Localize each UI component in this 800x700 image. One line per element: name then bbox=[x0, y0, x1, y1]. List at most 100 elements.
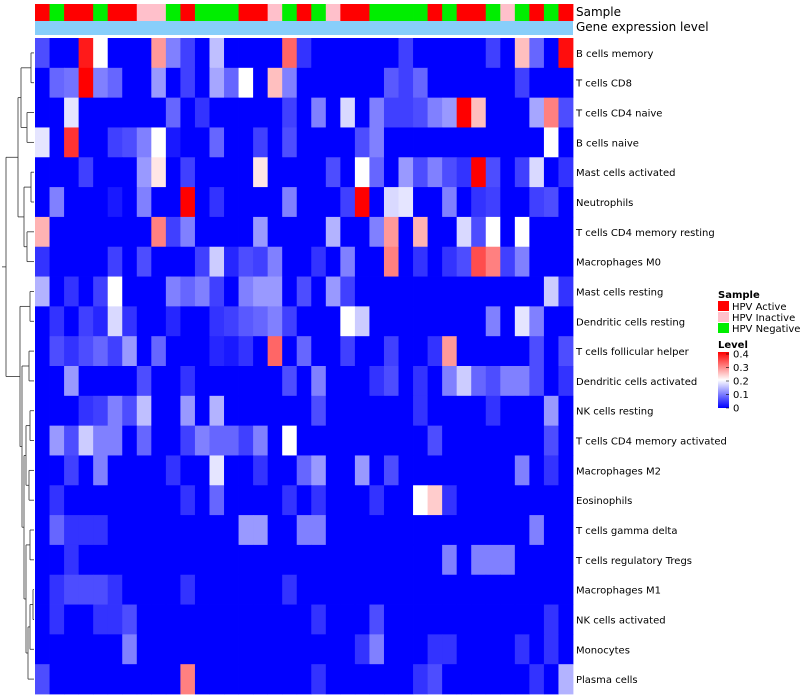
heatmap-cell bbox=[180, 455, 196, 486]
heatmap-cell bbox=[165, 515, 181, 546]
heatmap-cell bbox=[136, 216, 152, 248]
heatmap-cell bbox=[471, 67, 487, 99]
heatmap-cell bbox=[209, 306, 225, 337]
heatmap-cell bbox=[383, 246, 399, 277]
heatmap-cell bbox=[369, 664, 385, 695]
heatmap-cell bbox=[354, 306, 370, 337]
heatmap-cell bbox=[311, 455, 327, 486]
heatmap-cell bbox=[543, 246, 559, 277]
heatmap-cell bbox=[485, 455, 501, 486]
heatmap-cell bbox=[180, 515, 196, 546]
heatmap-cell bbox=[209, 455, 225, 486]
heatmap-cell bbox=[500, 157, 516, 188]
heatmap-cell bbox=[471, 574, 487, 605]
heatmap-cell bbox=[471, 216, 487, 248]
heatmap-cell bbox=[122, 425, 138, 456]
heatmap-cell bbox=[325, 574, 341, 605]
heatmap-cell bbox=[136, 604, 152, 635]
row-label: Macrophages M0 bbox=[576, 258, 661, 269]
heatmap-cell bbox=[136, 187, 152, 218]
heatmap-cell bbox=[93, 97, 109, 128]
heatmap-cell bbox=[558, 634, 574, 665]
row-label: Monocytes bbox=[576, 645, 630, 656]
heatmap-cell bbox=[194, 366, 210, 397]
heatmap-cell bbox=[471, 664, 487, 695]
heatmap-cell bbox=[514, 127, 530, 158]
heatmap-cell bbox=[180, 187, 196, 218]
heatmap-cell bbox=[325, 187, 341, 218]
heatmap-cell bbox=[136, 515, 152, 546]
sample-cell bbox=[398, 4, 414, 21]
heatmap-cell bbox=[442, 395, 458, 427]
heatmap-cell bbox=[500, 485, 516, 516]
heatmap-cell bbox=[500, 38, 516, 69]
heatmap-cell bbox=[93, 336, 109, 367]
heatmap-cell bbox=[325, 604, 341, 635]
heatmap-cell bbox=[471, 97, 487, 128]
heatmap-cell bbox=[325, 127, 341, 158]
heatmap-cell bbox=[49, 127, 65, 158]
heatmap-cell bbox=[224, 366, 239, 397]
heatmap-cell bbox=[354, 336, 370, 367]
heatmap-cell bbox=[122, 67, 138, 99]
heatmap-cell bbox=[500, 425, 516, 456]
heatmap-cell bbox=[354, 216, 370, 248]
sample-cell bbox=[500, 4, 516, 21]
sample-annotation-track bbox=[35, 4, 574, 21]
heatmap-cell bbox=[296, 515, 312, 546]
heatmap-cell bbox=[311, 246, 327, 277]
heatmap-cell bbox=[543, 67, 559, 99]
heatmap-cell bbox=[514, 187, 530, 218]
heatmap-cell bbox=[383, 515, 399, 546]
heatmap-cell bbox=[78, 485, 94, 516]
heatmap-cell bbox=[325, 157, 341, 188]
heatmap-cell bbox=[456, 455, 472, 486]
heatmap-cell bbox=[500, 515, 516, 546]
heatmap-cell bbox=[325, 38, 341, 69]
heatmap-cell bbox=[49, 276, 65, 307]
sample-legend-label: HPV Active bbox=[732, 302, 787, 313]
heatmap-cell bbox=[485, 634, 501, 665]
heatmap-cell bbox=[369, 544, 385, 576]
heatmap-cell bbox=[340, 664, 356, 695]
heatmap-cell bbox=[543, 544, 559, 576]
sample-cell bbox=[369, 4, 385, 21]
heatmap-cell bbox=[296, 127, 312, 158]
heatmap-cell bbox=[107, 127, 123, 158]
heatmap-cell bbox=[340, 515, 356, 546]
heatmap-cell bbox=[354, 664, 370, 695]
heatmap-cell bbox=[456, 425, 472, 456]
heatmap-cell bbox=[282, 485, 298, 516]
heatmap-cell bbox=[122, 574, 138, 605]
heatmap-cell bbox=[442, 216, 458, 248]
heatmap-cell bbox=[296, 336, 312, 367]
heatmap-cell bbox=[194, 157, 210, 188]
heatmap-cell bbox=[238, 97, 254, 128]
heatmap-cell bbox=[78, 425, 94, 456]
sample-cell bbox=[136, 4, 152, 21]
heatmap-cell bbox=[485, 157, 501, 188]
heatmap-cell bbox=[383, 97, 399, 128]
heatmap-cell bbox=[267, 574, 283, 605]
heatmap-cell bbox=[558, 216, 574, 248]
heatmap-cell bbox=[369, 127, 385, 158]
heatmap-cell bbox=[253, 276, 269, 307]
heatmap-cell bbox=[471, 187, 487, 218]
heatmap-cell bbox=[78, 366, 94, 397]
heatmap-cell bbox=[543, 664, 559, 695]
heatmap-cell bbox=[64, 246, 80, 277]
heatmap-cell bbox=[383, 67, 399, 99]
heatmap-cell bbox=[49, 425, 65, 456]
heatmap-cell bbox=[529, 544, 545, 576]
heatmap-cell bbox=[78, 38, 94, 69]
heatmap-cell bbox=[209, 38, 225, 69]
heatmap-cell bbox=[369, 634, 385, 665]
sample-cell bbox=[180, 4, 196, 21]
heatmap-cell bbox=[558, 366, 574, 397]
heatmap-cell bbox=[311, 574, 327, 605]
heatmap-cell bbox=[340, 38, 356, 69]
heatmap-cell bbox=[543, 574, 559, 605]
heatmap-cell bbox=[543, 306, 559, 337]
heatmap-cell bbox=[354, 276, 370, 307]
